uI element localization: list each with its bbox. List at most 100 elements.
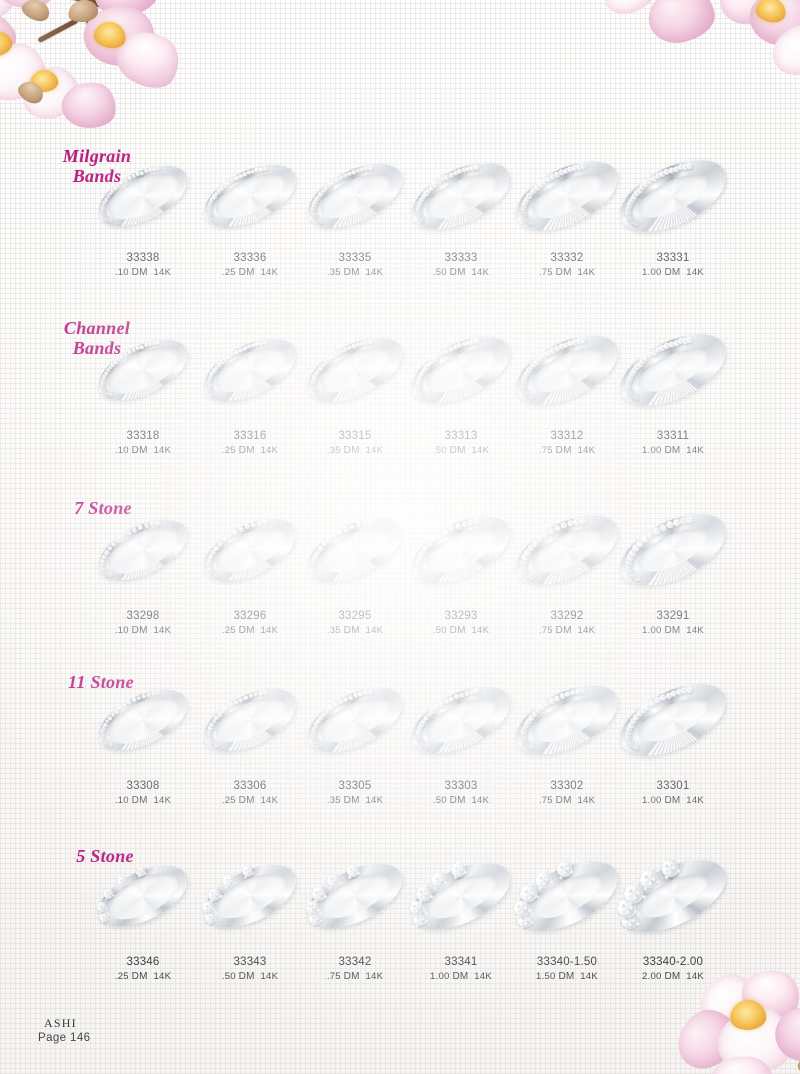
ring-band <box>297 324 413 415</box>
page-number: Page 146 <box>38 1032 91 1044</box>
ring-image-33311[interactable] <box>608 312 738 427</box>
diamond-weight: .10 <box>114 267 129 278</box>
ring-band <box>609 318 737 421</box>
metal-karat: 14K <box>260 795 279 806</box>
metal-karat: 14K <box>577 625 596 636</box>
ring-band <box>194 505 306 594</box>
metal-karat: 14K <box>686 267 704 278</box>
metal-karat: 14K <box>580 971 598 982</box>
diamond-unit: DM <box>558 971 575 982</box>
diamond-weight: .75 <box>538 795 553 806</box>
metal-karat: 14K <box>577 445 596 456</box>
diamond-weight: .50 <box>432 445 447 456</box>
metal-karat: 14K <box>153 445 172 456</box>
stone-prong <box>233 881 237 885</box>
product-spec: 2.00 DM 14K <box>608 971 738 983</box>
ring-band <box>297 674 413 765</box>
diamond-weight: 2.00 <box>642 971 662 982</box>
diamond-unit: DM <box>343 625 360 636</box>
diamond-unit: DM <box>664 971 681 982</box>
ring-band <box>89 326 197 413</box>
ring-illustration <box>608 492 738 607</box>
metal-karat: 14K <box>686 445 704 456</box>
diamond-unit: DM <box>131 445 148 456</box>
diamond-unit: DM <box>555 795 572 806</box>
stone-prong <box>102 900 106 904</box>
ring-image-33340-2.00[interactable] <box>608 838 738 953</box>
product-sku: 33331 <box>656 252 690 264</box>
stone-prong <box>676 868 682 874</box>
metal-karat: 14K <box>153 971 172 982</box>
ring-illustration <box>608 838 738 953</box>
metal-karat: 14K <box>365 445 384 456</box>
metal-karat: 14K <box>686 971 704 982</box>
product-caption: 33331 1.00 DM 14K <box>608 252 738 279</box>
orchid-bottom-right-icon <box>666 962 800 1074</box>
product-caption: 33340-2.00 2.00 DM 14K <box>608 956 738 983</box>
orchid-top-left-icon <box>0 0 196 145</box>
diamond-weight: .35 <box>326 795 341 806</box>
stone-prong <box>444 880 449 885</box>
stone-prong <box>544 868 550 873</box>
page-footer: ASHI Page 146 <box>38 1016 90 1044</box>
stone-prong <box>333 871 338 876</box>
metal-karat: 14K <box>686 625 704 636</box>
product-spec: 1.00 DM 14K <box>608 445 738 457</box>
product-spec: 1.00 DM 14K <box>608 267 738 279</box>
diamond-weight: 1.00 <box>430 971 450 982</box>
ring-image-33301[interactable] <box>608 662 738 777</box>
stone-prong <box>530 920 536 925</box>
diamond-weight: .75 <box>538 445 553 456</box>
metal-karat: 14K <box>471 795 490 806</box>
diamond-unit: DM <box>131 795 148 806</box>
diamond-unit: DM <box>343 971 360 982</box>
stone-prong <box>144 871 147 875</box>
diamond-unit: DM <box>131 625 148 636</box>
ring-band <box>297 504 413 595</box>
ring-band <box>89 852 197 939</box>
diamond-weight: .35 <box>326 625 341 636</box>
ring-band <box>609 144 737 247</box>
product-sku: 33291 <box>656 610 690 622</box>
ring-band <box>297 150 413 241</box>
ring-image-33291[interactable] <box>608 492 738 607</box>
diamond-unit: DM <box>555 445 572 456</box>
diamond-unit: DM <box>555 267 572 278</box>
metal-karat: 14K <box>365 795 384 806</box>
diamond-weight: .50 <box>432 795 447 806</box>
diamond-unit: DM <box>664 795 681 806</box>
ring-strip <box>0 492 800 607</box>
diamond-weight: 1.50 <box>536 971 556 982</box>
stone-prong <box>338 880 342 885</box>
metal-karat: 14K <box>153 267 172 278</box>
ring-band <box>609 668 737 771</box>
diamond-weight: .35 <box>326 445 341 456</box>
ring-band <box>609 844 737 947</box>
diamond-unit: DM <box>238 625 255 636</box>
stone-prong <box>215 885 219 889</box>
ring-band <box>194 325 306 414</box>
diamond-weight: .50 <box>432 625 447 636</box>
diamond-weight: .50 <box>432 267 447 278</box>
ring-band <box>609 498 737 601</box>
diamond-weight: 1.00 <box>642 795 662 806</box>
ring-image-33331[interactable] <box>608 138 738 253</box>
metal-karat: 14K <box>577 795 596 806</box>
diamond-unit: DM <box>449 445 466 456</box>
metal-karat: 14K <box>577 267 596 278</box>
diamond-stone <box>658 856 682 880</box>
ring-illustration <box>608 662 738 777</box>
diamond-unit: DM <box>449 625 466 636</box>
diamond-weight: 1.00 <box>642 625 662 636</box>
stone-prong <box>319 918 324 923</box>
stone-prong <box>357 870 361 875</box>
diamond-unit: DM <box>555 625 572 636</box>
product-caption: 33291 1.00 DM 14K <box>608 610 738 637</box>
metal-karat: 14K <box>260 267 279 278</box>
stone-prong <box>215 918 219 922</box>
product-sku: 33340-2.00 <box>642 956 704 968</box>
stone-prong <box>125 881 129 885</box>
stone-prong <box>248 863 252 867</box>
ring-strip <box>0 312 800 427</box>
ring-band <box>194 851 306 940</box>
